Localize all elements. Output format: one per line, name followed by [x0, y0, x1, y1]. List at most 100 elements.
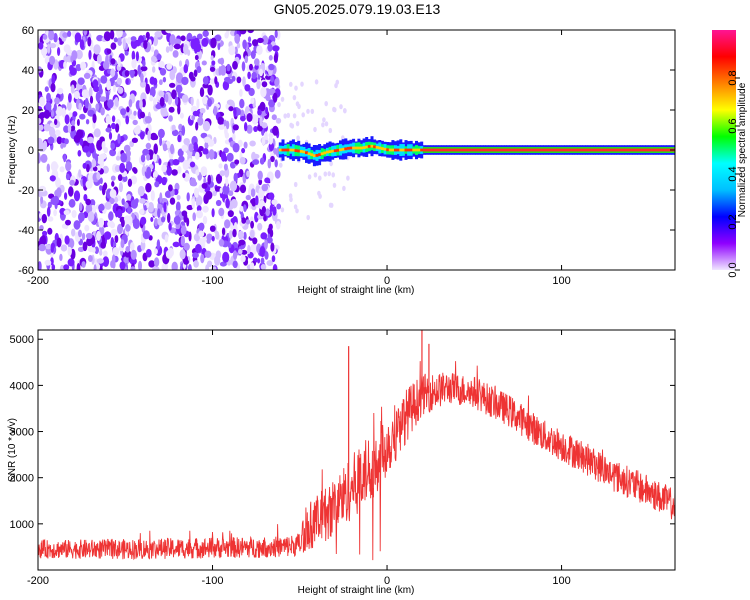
signal-band-core [498, 148, 502, 152]
noise-blob [268, 192, 275, 200]
signal-band-core [519, 148, 523, 152]
noise-blob [60, 142, 64, 149]
noise-blob [63, 264, 70, 270]
noise-blob [104, 231, 112, 240]
noise-blob [186, 192, 190, 202]
noise-blob [78, 102, 82, 111]
noise-blob [219, 57, 225, 65]
noise-blob [100, 107, 105, 116]
noise-blob [159, 136, 163, 147]
signal-band-core [606, 148, 610, 152]
noise-blob [56, 136, 63, 145]
noise-blob [271, 114, 277, 121]
noise-blob [257, 37, 264, 44]
noise-blob [45, 244, 52, 250]
signal-band-core [511, 148, 515, 152]
noise-blob [177, 166, 182, 174]
noise-blob [139, 99, 143, 110]
noise-blob [124, 70, 130, 77]
noise-blob [280, 207, 285, 213]
noise-blob [165, 249, 173, 259]
noise-blob [219, 187, 223, 194]
noise-blob [196, 43, 202, 52]
y-tick-label: -20 [18, 185, 34, 197]
noise-blob [250, 97, 255, 105]
noise-blob [75, 64, 82, 72]
signal-band-core [365, 145, 369, 149]
noise-blob [250, 229, 255, 239]
noise-blob [97, 165, 101, 171]
noise-blob [38, 124, 44, 131]
noise-blob [341, 135, 345, 141]
noise-blob [294, 85, 298, 91]
signal-band-core [561, 148, 565, 152]
noise-blob [234, 33, 241, 44]
signal-band-core [538, 148, 541, 152]
noise-blob [65, 219, 71, 226]
noise-blob [228, 190, 234, 197]
noise-blob [104, 201, 112, 210]
noise-blob [259, 157, 265, 165]
noise-blob [261, 206, 266, 214]
noise-blob [54, 118, 58, 126]
noise-blob [228, 106, 234, 112]
noise-blob [44, 86, 49, 92]
noise-blob [225, 177, 229, 187]
noise-blob [55, 177, 61, 188]
noise-blob [169, 44, 174, 52]
noise-blob [258, 178, 263, 186]
noise-blob [162, 143, 168, 152]
signal-band-core [598, 148, 602, 152]
noise-blob [227, 242, 232, 249]
noise-blob [181, 125, 186, 136]
noise-blob [59, 264, 65, 270]
noise-blob [164, 190, 171, 198]
noise-blob [257, 109, 262, 116]
noise-blob [150, 217, 154, 222]
noise-blob [198, 222, 205, 231]
noise-blob [295, 208, 299, 214]
noise-blob [77, 246, 85, 253]
noise-blob [306, 108, 310, 114]
noise-blob [174, 38, 182, 45]
noise-blob [157, 128, 165, 139]
noise-blob [167, 95, 173, 105]
noise-blob [56, 187, 62, 198]
noise-blob [324, 101, 329, 107]
noise-blob [87, 109, 95, 117]
noise-blob [84, 224, 90, 232]
noise-blob [266, 260, 274, 266]
noise-blob [73, 90, 80, 100]
noise-blob [88, 87, 93, 98]
noise-blob [293, 204, 298, 210]
noise-blob [93, 44, 101, 55]
signal-band-core [666, 148, 670, 152]
noise-blob [140, 154, 146, 163]
noise-blob [63, 209, 70, 216]
noise-blob [153, 170, 158, 178]
noise-blob [38, 261, 42, 270]
noise-blob [268, 55, 273, 61]
noise-blob [292, 113, 297, 119]
noise-blob [76, 263, 81, 270]
noise-blob [254, 211, 259, 223]
noise-blob [119, 162, 126, 173]
noise-blob [82, 162, 87, 169]
noise-blob [115, 123, 120, 133]
signal-band-core [579, 148, 583, 152]
signal-band-core [373, 145, 377, 149]
colorbar-tick-label: 0.8 [727, 70, 739, 85]
noise-blob [50, 109, 55, 118]
noise-blob [259, 246, 266, 258]
noise-blob [202, 96, 209, 105]
signal-band-core [477, 148, 481, 152]
signal-band-core [354, 146, 358, 150]
noise-blob [53, 32, 58, 43]
signal-band-core [509, 148, 513, 152]
noise-blob [204, 250, 212, 258]
noise-blob [243, 231, 247, 240]
signal-band-core [409, 148, 413, 152]
noise-blob [232, 260, 238, 269]
noise-blob [64, 192, 68, 200]
x-tick-label: -200 [27, 275, 49, 287]
